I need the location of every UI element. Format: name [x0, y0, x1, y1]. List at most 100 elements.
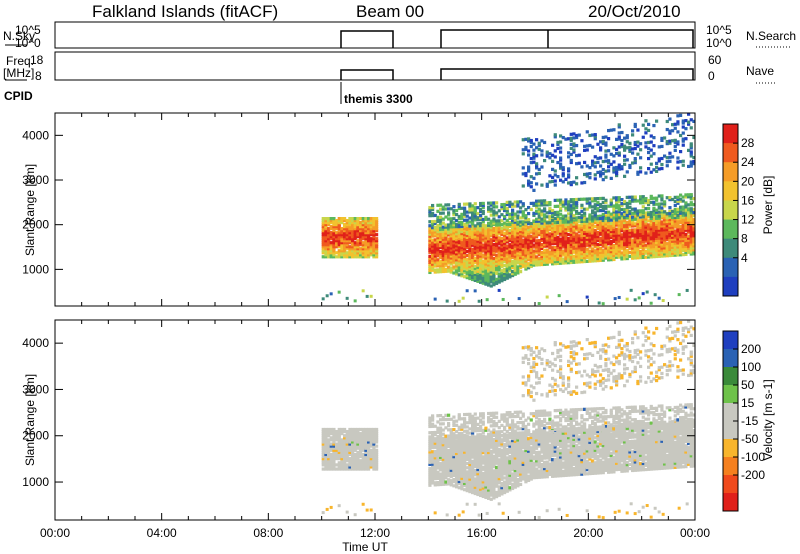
power-cell	[607, 246, 611, 250]
power-cell	[689, 234, 693, 238]
power-cell	[604, 143, 608, 147]
power-cell	[575, 236, 579, 240]
velocity-cell	[452, 448, 456, 453]
power-cell	[588, 221, 592, 225]
power-cell	[503, 277, 507, 282]
power-cell	[527, 250, 531, 254]
velocity-cell	[345, 444, 349, 448]
power-cell	[575, 222, 579, 226]
power-cell	[580, 234, 584, 238]
power-cell	[537, 141, 541, 145]
power-cell	[625, 158, 629, 162]
power-cell	[580, 231, 584, 236]
power-cell	[524, 218, 528, 222]
power-cell	[644, 245, 648, 249]
power-cell	[465, 241, 469, 246]
velocity-cell	[449, 483, 453, 487]
power-cell	[495, 247, 499, 251]
freq-panel: Freq. [MHz] 18 8 60 0 Nave	[3, 51, 776, 84]
power-cell	[431, 234, 435, 238]
velocity-cell	[340, 457, 344, 461]
power-cell	[572, 220, 576, 224]
power-cell	[359, 225, 363, 229]
power-cell	[335, 231, 339, 235]
power-cell	[364, 245, 368, 249]
power-cell	[617, 135, 621, 139]
velocity-cell	[340, 440, 344, 444]
velocity-cell	[428, 467, 432, 471]
power-cell	[609, 162, 613, 166]
power-cell	[655, 196, 659, 200]
velocity-cell	[497, 441, 501, 445]
velocity-cell	[348, 444, 352, 448]
power-cell	[495, 279, 499, 283]
power-cell	[367, 233, 371, 237]
velocity-cell	[351, 429, 355, 434]
power-cell	[492, 277, 496, 281]
power-cell	[545, 221, 549, 225]
power-cell	[481, 271, 485, 275]
power-cell	[668, 233, 672, 238]
power-cell	[567, 253, 571, 257]
power-cell	[604, 155, 608, 159]
power-cell	[564, 261, 568, 265]
velocity-cell	[345, 450, 349, 454]
velocity-cell	[321, 438, 325, 442]
power-cell	[548, 242, 552, 246]
power-cell	[676, 114, 680, 118]
power-cell	[484, 282, 488, 286]
power-cell	[532, 237, 536, 241]
power-cell	[588, 251, 592, 255]
power-cell	[489, 264, 493, 268]
power-cell	[532, 231, 536, 235]
velocity-cell	[489, 468, 493, 472]
velocity-cell	[321, 457, 325, 461]
velocity-cell	[433, 458, 437, 462]
power-cell	[569, 218, 573, 222]
velocity-cell	[329, 438, 333, 442]
power-cell	[335, 251, 339, 255]
power-cell	[569, 198, 573, 202]
velocity-cell	[337, 442, 341, 446]
velocity-cell	[452, 469, 456, 473]
power-cell	[689, 224, 693, 228]
power-cell	[668, 217, 672, 221]
power-cell	[505, 254, 509, 258]
power-cell	[617, 255, 621, 259]
velocity-cell	[324, 448, 328, 452]
power-cell	[489, 260, 493, 264]
velocity-cell	[495, 461, 499, 465]
velocity-cell	[439, 439, 443, 443]
velocity-cell	[367, 459, 371, 463]
velocity-cell	[481, 478, 485, 482]
power-cell	[561, 245, 565, 249]
power-cell	[655, 169, 659, 173]
power-cell	[340, 251, 344, 255]
power-cell	[543, 199, 547, 203]
power-cell	[615, 251, 619, 255]
power-cell	[580, 254, 584, 258]
velocity-cell	[436, 483, 440, 487]
power-cell	[596, 236, 600, 241]
velocity-cell	[428, 452, 432, 456]
power-cell	[601, 242, 605, 246]
power-cell	[444, 227, 448, 231]
power-cell	[519, 259, 523, 264]
velocity-cell	[356, 457, 360, 461]
power-cell	[689, 214, 693, 218]
power-cell	[537, 209, 541, 213]
power-cell	[553, 220, 557, 225]
power-cell	[457, 273, 461, 277]
power-cell	[673, 251, 677, 255]
velocity-cell	[428, 439, 432, 444]
power-cell	[644, 201, 648, 205]
power-cell	[545, 236, 549, 240]
velocity-cell	[369, 442, 373, 446]
power-cell	[647, 219, 651, 223]
power-cell	[463, 261, 467, 265]
power-cell	[348, 235, 352, 239]
velocity-cell	[345, 432, 349, 436]
power-cell	[353, 245, 357, 249]
power-cell	[545, 240, 549, 244]
